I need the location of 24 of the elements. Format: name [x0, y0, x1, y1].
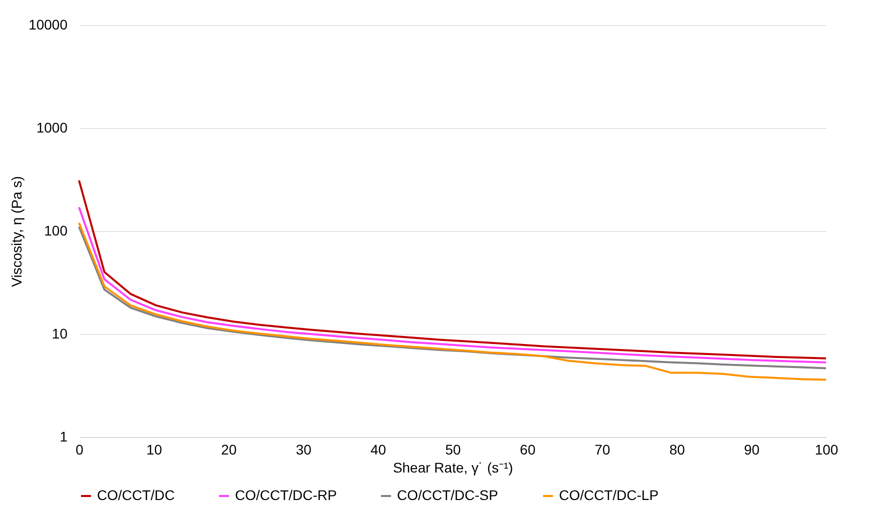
- x-tick-label: 20: [221, 442, 237, 458]
- y-tick-label: 1000: [36, 120, 68, 136]
- legend-label: CO/CCT/DC: [97, 487, 175, 503]
- line-series: [78, 206, 827, 364]
- x-tick-label: 10: [146, 442, 162, 458]
- y-tick-label: 10: [52, 326, 68, 342]
- x-tick-label: 100: [814, 442, 838, 458]
- y-tick-label: 10000: [28, 16, 68, 32]
- x-tick-label: 60: [520, 442, 536, 458]
- legend-label: CO/CCT/DC-RP: [235, 487, 337, 503]
- x-tick-label: 90: [744, 442, 760, 458]
- legend-label: CO/CCT/DC-SP: [397, 487, 498, 503]
- y-tick-label: 1: [60, 428, 68, 444]
- x-axis-title: Shear Rate, γ˙ (s⁻¹): [392, 460, 514, 476]
- y-tick-label: 100: [44, 222, 68, 238]
- x-tick-label: 70: [594, 442, 610, 458]
- line-series: [78, 179, 827, 360]
- x-tick-label: 0: [76, 442, 84, 458]
- x-tick-label: 40: [370, 442, 386, 458]
- y-axis-title: Viscosity, η (Pa s): [8, 176, 25, 287]
- x-tick-label: 30: [296, 442, 312, 458]
- x-tick-label: 80: [669, 442, 686, 458]
- legend-label: CO/CCT/DC-LP: [559, 487, 659, 503]
- x-tick-label: 50: [445, 442, 461, 458]
